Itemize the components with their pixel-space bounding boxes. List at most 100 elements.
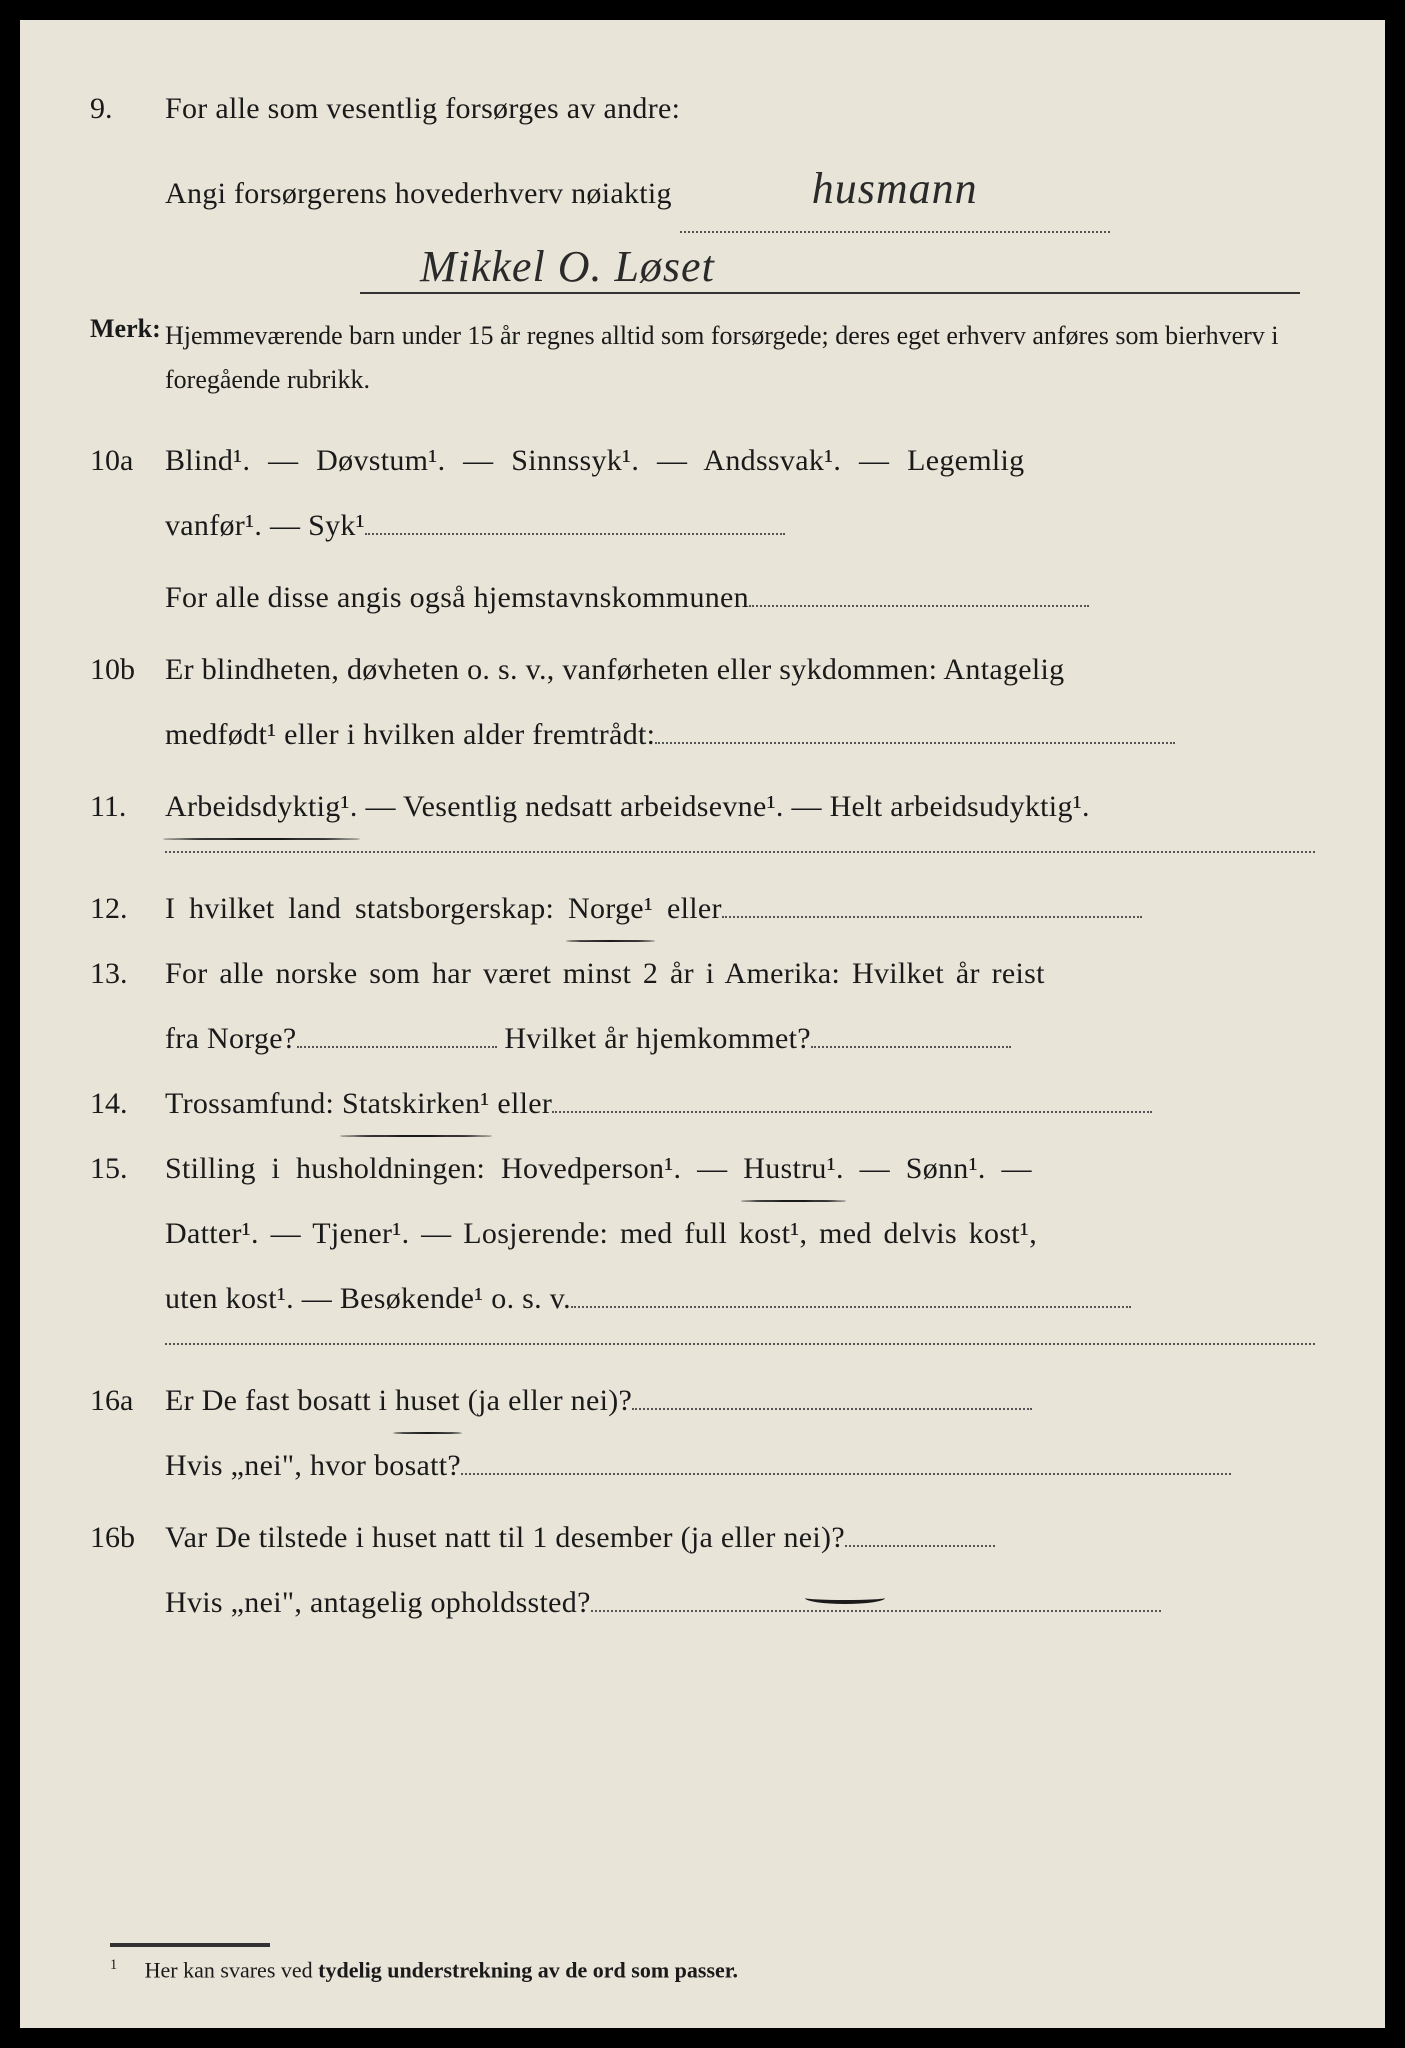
footnote: 1 Her kan svares ved tydelig understrekn… <box>110 1943 738 1983</box>
label-text: Var De tilstede i huset natt til 1 desem… <box>165 1521 845 1554</box>
question-number: 16b <box>90 1509 165 1566</box>
merk-label: Merk: <box>90 314 165 402</box>
question-text: Stilling i husholdningen: Hovedperson¹. … <box>165 1140 1315 1197</box>
blank-line <box>749 605 1089 607</box>
question-10b: 10b Er blindheten, døvheten o. s. v., va… <box>90 641 1315 698</box>
question-text: fra Norge? Hvilket år hjemkommet? <box>165 1010 1315 1067</box>
handwriting-text: husmann <box>812 164 978 213</box>
label-text: Hvis „nei", antagelig opholdssted? <box>165 1586 591 1619</box>
question-text: Hvis „nei", hvor bosatt? <box>165 1437 1315 1494</box>
question-9-line2: Angi forsørgerens hovederhverv nøiaktig … <box>165 147 1315 233</box>
label-text: I hvilket land statsborgerskap: <box>165 892 568 925</box>
label-text: Angi forsørgerens hovederhverv nøiaktig <box>165 177 672 210</box>
question-12: 12. I hvilket land statsborgerskap: Norg… <box>90 880 1315 937</box>
question-text: Angi forsørgerens hovederhverv nøiaktig … <box>165 147 1315 233</box>
question-number: 10a <box>90 432 165 489</box>
handwriting-text: Mikkel O. Løset <box>420 241 715 292</box>
blank-line <box>845 1545 995 1547</box>
label-text: fra Norge? <box>165 1022 297 1055</box>
question-text: I hvilket land statsborgerskap: Norge¹ e… <box>165 880 1315 937</box>
question-10a: 10a Blind¹. — Døvstum¹. — Sinnssyk¹. — A… <box>90 432 1315 489</box>
question-15: 15. Stilling i husholdningen: Hovedperso… <box>90 1140 1315 1197</box>
label-text: Er De fast bosatt i <box>165 1384 395 1417</box>
handwritten-answer: husmann <box>680 147 1110 233</box>
question-text: Er De fast bosatt i huset (ja eller nei)… <box>165 1372 1315 1429</box>
question-text: medfødt¹ eller i hvilken alder fremtrådt… <box>165 706 1315 763</box>
footnote-marker: 1 <box>110 1957 117 1973</box>
question-number: 16a <box>90 1372 165 1429</box>
blank-full-line <box>165 1342 1315 1345</box>
pen-mark <box>805 1592 885 1604</box>
blank-line <box>552 1111 1152 1113</box>
question-14: 14. Trossamfund: Statskirken¹ eller <box>90 1075 1315 1132</box>
question-15-line3: uten kost¹. — Besøkende¹ o. s. v. <box>165 1270 1315 1327</box>
question-number: 13. <box>90 945 165 1002</box>
question-text: Datter¹. — Tjener¹. — Losjerende: med fu… <box>165 1205 1315 1262</box>
blank-line <box>811 1046 1011 1048</box>
question-text: uten kost¹. — Besøkende¹ o. s. v. <box>165 1270 1315 1327</box>
handwritten-line-2: Mikkel O. Løset <box>360 241 1300 294</box>
question-text: Var De tilstede i huset natt til 1 desem… <box>165 1509 1315 1566</box>
label-text: Hvis „nei", hvor bosatt? <box>165 1449 461 1482</box>
underlined-option: Arbeidsdyktig¹. <box>165 778 358 835</box>
blank-line <box>632 1408 1032 1410</box>
question-text: Hvis „nei", antagelig opholdssted? <box>165 1574 1315 1631</box>
label-text: Stilling i husholdningen: Hovedperson¹. … <box>165 1152 743 1185</box>
question-11: 11. Arbeidsdyktig¹. — Vesentlig nedsatt … <box>90 778 1315 835</box>
question-number: 14. <box>90 1075 165 1132</box>
question-text: Trossamfund: Statskirken¹ eller <box>165 1075 1315 1132</box>
question-text: Arbeidsdyktig¹. — Vesentlig nedsatt arbe… <box>165 778 1315 835</box>
question-number: 10b <box>90 641 165 698</box>
question-16a-line2: Hvis „nei", hvor bosatt? <box>165 1437 1315 1494</box>
merk-text: Hjemmeværende barn under 15 år regnes al… <box>165 314 1315 402</box>
question-text: For alle norske som har været minst 2 år… <box>165 945 1315 1002</box>
question-13: 13. For alle norske som har været minst … <box>90 945 1315 1002</box>
label-text: (ja eller nei)? <box>460 1384 632 1417</box>
blank-full-line <box>165 850 1315 853</box>
underlined-option: huset <box>395 1372 460 1429</box>
merk-note: Merk: Hjemmeværende barn under 15 år reg… <box>90 314 1315 402</box>
question-number: 9. <box>90 80 165 137</box>
question-number: 15. <box>90 1140 165 1197</box>
question-text: Er blindheten, døvheten o. s. v., vanfør… <box>165 641 1315 698</box>
label-text: — Sønn¹. — <box>844 1152 1032 1185</box>
label-text: eller <box>490 1087 553 1120</box>
question-text: For alle disse angis også hjemstavnskomm… <box>165 569 1315 626</box>
blank-line <box>571 1306 1131 1308</box>
question-16b-line2: Hvis „nei", antagelig opholdssted? <box>165 1574 1315 1631</box>
underlined-option: Hustru¹. <box>743 1140 844 1197</box>
underlined-option: Statskirken¹ <box>342 1075 490 1132</box>
blank-line <box>591 1610 1161 1612</box>
label-text: For alle disse angis også hjemstavnskomm… <box>165 581 749 614</box>
question-15-line2: Datter¹. — Tjener¹. — Losjerende: med fu… <box>165 1205 1315 1262</box>
label-text: uten kost¹. — Besøkende¹ o. s. v. <box>165 1282 571 1315</box>
blank-line <box>461 1473 1231 1475</box>
footnote-rule <box>110 1943 270 1947</box>
label-text: Trossamfund: <box>165 1087 342 1120</box>
blank-line <box>655 742 1175 744</box>
question-16a: 16a Er De fast bosatt i huset (ja eller … <box>90 1372 1315 1429</box>
question-16b: 16b Var De tilstede i huset natt til 1 d… <box>90 1509 1315 1566</box>
question-number: 11. <box>90 778 165 835</box>
blank-line <box>365 533 785 535</box>
question-13-line2: fra Norge? Hvilket år hjemkommet? <box>165 1010 1315 1067</box>
blank-line <box>297 1046 497 1048</box>
options-text: — Vesentlig nedsatt arbeidsevne¹. — Helt… <box>358 790 1090 823</box>
label-text: eller <box>653 892 722 925</box>
question-number: 12. <box>90 880 165 937</box>
question-10a-line3: For alle disse angis også hjemstavnskomm… <box>165 569 1315 626</box>
footnote-text: Her kan svares ved tydelig understreknin… <box>145 1957 738 1982</box>
question-9: 9. For alle som vesentlig forsørges av a… <box>90 80 1315 137</box>
question-text: Blind¹. — Døvstum¹. — Sinnssyk¹. — Andss… <box>165 432 1315 489</box>
question-10a-line2: vanfør¹. — Syk¹ <box>165 497 1315 554</box>
blank-line <box>722 916 1142 918</box>
label-text: Hvilket år hjemkommet? <box>497 1022 811 1055</box>
underlined-option: Norge¹ <box>568 880 653 937</box>
options-text: vanfør¹. — Syk¹ <box>165 509 365 542</box>
label-text: medfødt¹ eller i hvilken alder fremtrådt… <box>165 718 655 751</box>
question-10b-line2: medfødt¹ eller i hvilken alder fremtrådt… <box>165 706 1315 763</box>
options-text: Blind¹. — Døvstum¹. — Sinnssyk¹. — Andss… <box>165 444 1024 477</box>
question-text: For alle som vesentlig forsørges av andr… <box>165 80 1315 137</box>
question-text: vanfør¹. — Syk¹ <box>165 497 1315 554</box>
document-page: 9. For alle som vesentlig forsørges av a… <box>20 20 1385 2028</box>
